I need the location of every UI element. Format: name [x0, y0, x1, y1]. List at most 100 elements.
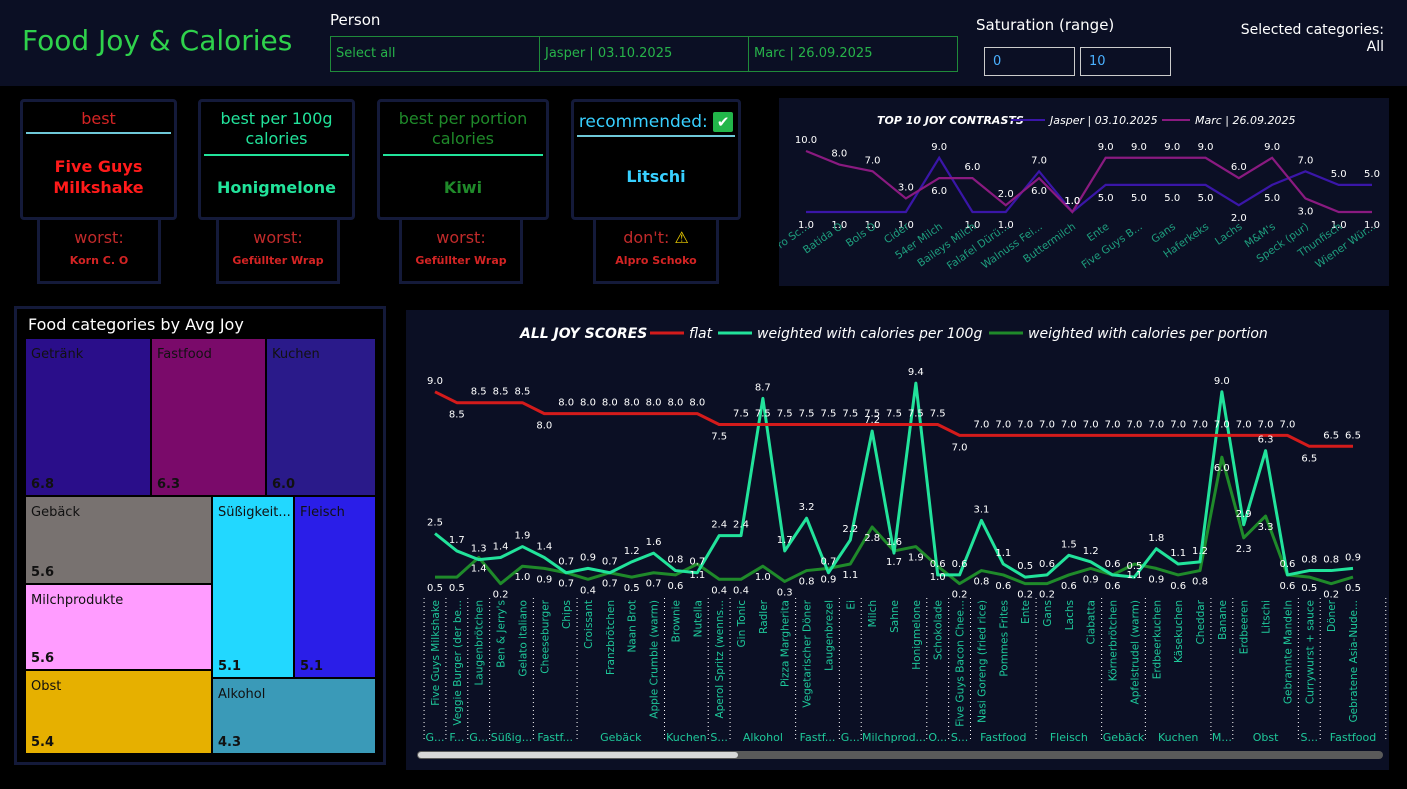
all-x-tick-label: Erdbeerkuchen	[1151, 600, 1163, 679]
all-group-label: Alkohol	[743, 731, 783, 744]
all-x-tick-label: Apfelstrudel (warm)	[1129, 600, 1141, 704]
treemap-tile-getraenk[interactable]: Getränk 6.8	[25, 338, 151, 496]
card-divider	[204, 154, 349, 156]
all-data-label: 0.4	[580, 585, 596, 596]
card-divider	[26, 132, 171, 134]
all-data-label: 1.7	[449, 535, 465, 546]
all-x-tick-label: Gans	[1042, 600, 1054, 627]
top10-data-label: 9.0	[1164, 142, 1180, 153]
all-data-label: 6.5	[1323, 430, 1339, 441]
all-data-label: 2.4	[711, 520, 727, 531]
all-x-tick-label: Five Guys Milkshake	[430, 600, 442, 706]
treemap-tile-suessigkeiten[interactable]: Süßigkeit... 5.1	[212, 496, 294, 678]
horizontal-scrollbar-thumb[interactable]	[418, 752, 738, 758]
all-x-tick-label: Erdbeeren	[1239, 600, 1251, 654]
selected-categories-label: Selected categories:	[1240, 22, 1384, 38]
all-x-tick-label: Chips	[561, 600, 573, 629]
worst-label: worst:	[74, 228, 124, 247]
treemap-tile-obst[interactable]: Obst 5.4	[25, 670, 212, 754]
all-data-label: 1.1	[1170, 548, 1186, 559]
tile-value: 6.3	[157, 477, 181, 492]
all-data-label: 0.7	[602, 579, 618, 590]
best-value: Five Guys Milkshake	[53, 157, 144, 197]
all-data-label: 7.5	[930, 409, 946, 420]
top10-data-label: 3.0	[1297, 206, 1313, 217]
all-data-label: 7.0	[1279, 419, 1295, 430]
all-x-tick-label: Schokolade	[933, 600, 945, 660]
top10-data-label: 1.0	[865, 220, 881, 231]
worst-per-portion-value: Gefüllter Wrap	[415, 254, 507, 267]
all-data-label: 8.0	[536, 421, 552, 432]
all-x-tick-label: Aperol Spritz (wenns...	[714, 600, 726, 719]
all-data-label: 0.2	[952, 590, 968, 601]
treemap-tile-kuchen[interactable]: Kuchen 6.0	[266, 338, 376, 496]
all-data-label: 2.5	[427, 518, 443, 529]
all-data-label: 0.8	[667, 555, 683, 566]
top10-data-label: 3.0	[898, 182, 914, 193]
all-data-label: 0.8	[973, 577, 989, 588]
all-data-label: 0.6	[667, 581, 683, 592]
all-group-label: F...	[449, 731, 464, 744]
top10-data-label: 1.0	[1064, 196, 1080, 207]
all-group-label: Fleisch	[1050, 731, 1088, 744]
all-x-tick-label: Ben & Jerry's	[496, 600, 508, 668]
person-option-jasper[interactable]: Jasper | 03.10.2025	[539, 36, 749, 72]
treemap-tile-gebaeck[interactable]: Gebäck 5.6	[25, 496, 212, 584]
legend-flat-label: flat	[689, 326, 713, 342]
all-data-label: 0.8	[1192, 577, 1208, 588]
all-x-tick-label: Sahne	[889, 600, 901, 633]
treemap-tile-fastfood[interactable]: Fastfood 6.3	[151, 338, 266, 496]
all-data-label: 0.2	[493, 590, 509, 601]
all-data-label: 7.0	[1192, 419, 1208, 430]
all-group-label: Süßig...	[491, 731, 532, 744]
all-data-label: 7.0	[1061, 419, 1077, 430]
dont-label: don't: ⚠	[623, 228, 689, 247]
top10-x-tick-label: Bols O	[844, 221, 878, 250]
all-data-label: 1.5	[1061, 539, 1077, 550]
all-data-label: 1.8	[1148, 533, 1164, 544]
all-data-label: 8.0	[646, 398, 662, 409]
tile-name: Süßigkeit...	[218, 505, 291, 520]
saturation-min-input[interactable]: 0	[984, 47, 1075, 76]
tile-name: Obst	[31, 679, 62, 694]
card-divider	[383, 154, 543, 156]
all-data-label: 0.9	[1083, 574, 1099, 585]
tile-value: 4.3	[218, 735, 242, 750]
saturation-max-input[interactable]: 10	[1080, 47, 1171, 76]
all-x-tick-label: Franzbrötchen	[605, 600, 617, 675]
all-data-label: 1.6	[646, 537, 662, 548]
all-data-label: 1.1	[1126, 570, 1142, 581]
person-option-select-all[interactable]: Select all	[330, 36, 540, 72]
all-data-label: 0.7	[602, 557, 618, 568]
all-group-label: M...	[1212, 731, 1232, 744]
all-data-label: 7.0	[1126, 419, 1142, 430]
all-x-tick-label: Lachs	[1064, 600, 1076, 630]
all-data-label: 7.0	[1148, 419, 1164, 430]
person-option-marc[interactable]: Marc | 26.09.2025	[748, 36, 958, 72]
top10-x-tick-label: Lachs	[1213, 221, 1245, 248]
all-data-label: 0.2	[1323, 590, 1339, 601]
treemap-tile-alkohol[interactable]: Alkohol 4.3	[212, 678, 376, 754]
all-data-label: 1.9	[908, 553, 924, 564]
all-data-label: 6.5	[1301, 453, 1317, 464]
all-series-line	[434, 390, 1353, 448]
page-title: Food Joy & Calories	[22, 24, 293, 57]
all-data-label: 1.1	[995, 548, 1011, 559]
all-data-label: 1.4	[536, 541, 552, 552]
all-data-label: 7.0	[1083, 419, 1099, 430]
all-group-label: Fastf...	[800, 731, 836, 744]
treemap-tile-milchprodukte[interactable]: Milchprodukte 5.6	[25, 584, 212, 670]
tile-name: Kuchen	[272, 347, 320, 362]
all-data-label: 0.5	[427, 583, 443, 594]
all-data-label: 8.5	[449, 410, 465, 421]
all-data-label: 8.0	[602, 398, 618, 409]
all-x-tick-label: Pommes Frites	[998, 600, 1010, 677]
all-data-label: 0.9	[580, 552, 596, 563]
all-data-label: 9.4	[908, 367, 924, 378]
treemap-tile-fleisch[interactable]: Fleisch 5.1	[294, 496, 376, 678]
all-data-label: 7.2	[864, 415, 880, 426]
all-data-label: 0.6	[1105, 559, 1121, 570]
all-data-label: 7.5	[820, 409, 836, 420]
person-filter-label: Person	[330, 11, 381, 29]
all-x-tick-label: Käsekuchen	[1173, 600, 1185, 663]
